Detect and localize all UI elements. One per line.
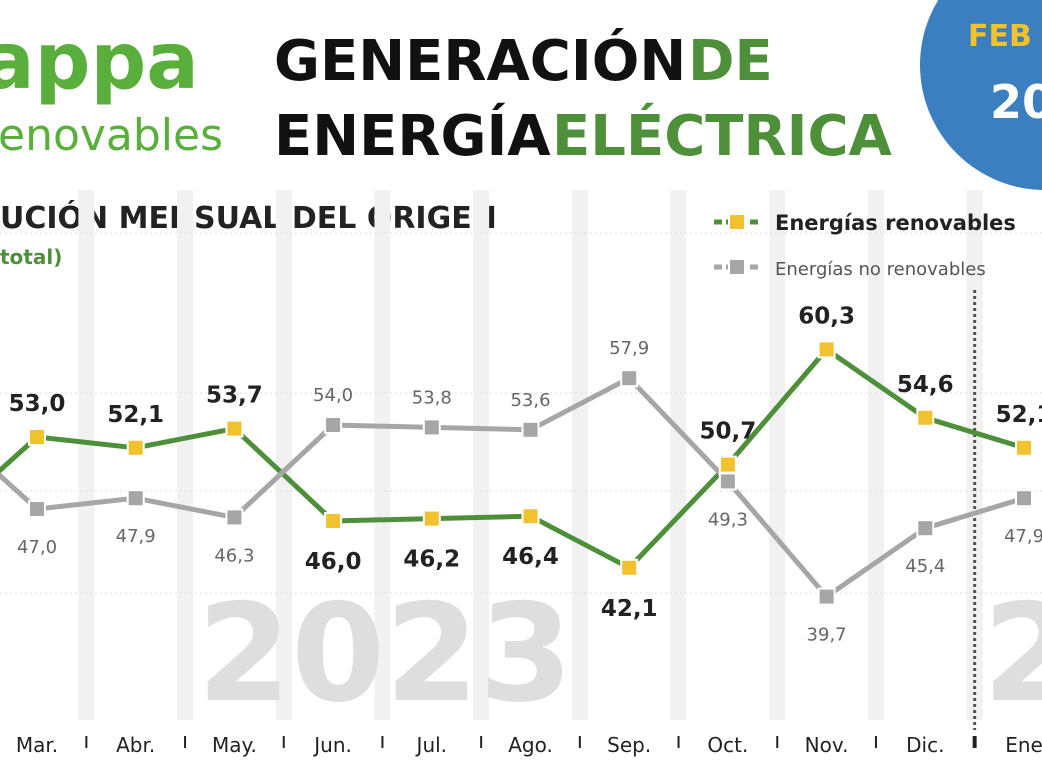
- title-part: ENERGÍA: [274, 103, 551, 169]
- legend-marker: [728, 213, 746, 231]
- badge-month: FEB: [968, 19, 1032, 54]
- year-watermark: 2: [983, 575, 1042, 732]
- marker: [620, 369, 639, 388]
- column-stripe: [275, 190, 292, 720]
- data-label: 50,7: [700, 419, 757, 445]
- series-line: [0, 375, 1025, 600]
- column-stripe: [177, 190, 194, 720]
- data-label: 49,3: [708, 509, 748, 530]
- marker: [817, 340, 836, 359]
- legend-marker: [728, 258, 746, 276]
- data-label: 52,1: [107, 402, 164, 428]
- marker: [718, 455, 737, 474]
- marker: [620, 558, 639, 577]
- marker: [324, 512, 343, 530]
- data-label: 47,9: [1004, 526, 1042, 547]
- marker: [521, 420, 540, 439]
- data-label: 47,9: [116, 526, 156, 547]
- marker: [422, 418, 441, 437]
- x-tick-label: Jun.: [312, 733, 352, 757]
- x-tick-label: Dic.: [906, 733, 944, 757]
- x-tick-label: Abr.: [116, 733, 155, 757]
- x-tick-label: Ago.: [508, 733, 553, 757]
- data-label: 39,7: [807, 625, 847, 646]
- marker: [916, 519, 935, 538]
- logo-tagline: enovables: [0, 110, 223, 161]
- logo-name: appa: [0, 17, 199, 107]
- year-watermark: 2023: [197, 575, 573, 732]
- plot: 2023 2 Mar. Abr. May. Jun. Jul. Ago. Sep. Oct. Nov…: [0, 190, 1042, 757]
- x-tick-label: Mar.: [16, 733, 58, 757]
- column-stripe: [769, 190, 786, 720]
- column-stripe: [374, 190, 391, 720]
- data-label: 53,7: [206, 383, 263, 409]
- marker: [817, 587, 836, 606]
- data-label: 53,6: [510, 390, 550, 411]
- title-part: ELÉCTRICA: [552, 103, 893, 169]
- data-label: 52,1: [996, 402, 1042, 428]
- marker: [126, 489, 145, 508]
- marker: [28, 500, 46, 518]
- data-label: 45,4: [905, 556, 945, 577]
- legend-label: Energías renovables: [775, 211, 1016, 235]
- legend-label: Energías no renovables: [775, 259, 986, 280]
- x-tick-label: Oct.: [707, 733, 748, 757]
- series-line: [0, 346, 1025, 571]
- data-label: 46,2: [403, 547, 460, 573]
- data-label: 47,0: [17, 537, 57, 558]
- data-label: 60,3: [798, 303, 855, 329]
- data-label: 53,8: [412, 387, 452, 408]
- data-label: 54,0: [313, 385, 353, 406]
- data-label: 46,4: [502, 544, 559, 570]
- data-label: 53,0: [9, 391, 66, 417]
- column-stripe: [867, 190, 884, 720]
- x-tick-label: Jul.: [415, 733, 448, 757]
- marker: [225, 419, 244, 438]
- marker: [521, 507, 540, 526]
- chart-subtitle: total): [0, 245, 62, 269]
- data-label: 57,9: [609, 338, 649, 359]
- badge-year: 20: [990, 75, 1042, 129]
- badge: [920, 0, 1042, 190]
- x-tick-label: Sep.: [607, 733, 651, 757]
- chart-title: UCIÓN MENSUAL DEL ORIGEN: [0, 199, 497, 236]
- column-stripe: [670, 190, 687, 720]
- marker: [225, 508, 244, 527]
- data-label: 46,0: [305, 549, 362, 575]
- title-part: DE: [688, 29, 773, 94]
- title-part: GENERACIÓN: [274, 29, 686, 94]
- marker: [1015, 438, 1033, 457]
- x-tick-label: Nov.: [805, 733, 849, 757]
- data-label: 54,6: [897, 372, 954, 398]
- marker: [916, 408, 935, 427]
- marker: [422, 509, 441, 528]
- column-stripe: [571, 190, 588, 720]
- data-label: 46,3: [214, 545, 254, 566]
- marker: [718, 472, 737, 491]
- x-tick-label: Ene: [1005, 733, 1042, 757]
- marker: [1015, 489, 1033, 508]
- marker: [324, 416, 343, 434]
- column-stripe: [78, 190, 95, 720]
- x-tick-label: May.: [212, 733, 257, 757]
- marker: [28, 428, 46, 446]
- marker: [126, 438, 145, 457]
- data-label: 42,1: [601, 596, 658, 622]
- column-stripe: [473, 190, 490, 720]
